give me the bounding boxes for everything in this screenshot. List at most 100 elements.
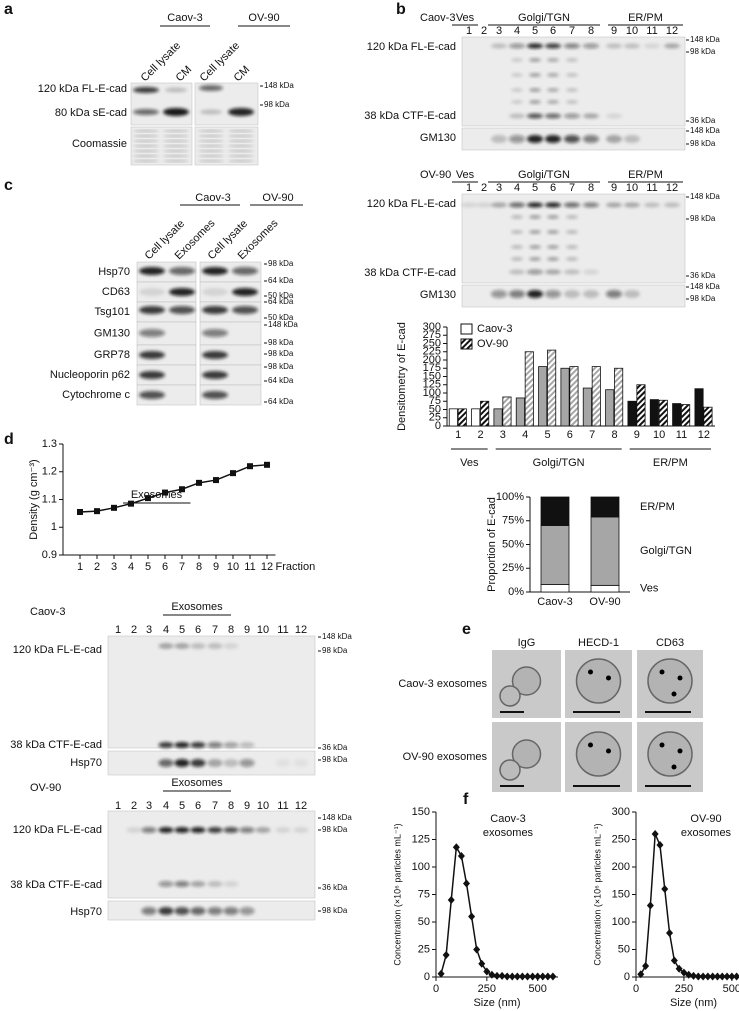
blot-band (163, 108, 189, 116)
gold-particle (606, 675, 611, 681)
data-point (518, 972, 526, 981)
blot (199, 384, 262, 406)
y-tick-label: 1.1 (42, 493, 57, 505)
lane-label: 9 (611, 182, 617, 194)
blot-band (255, 827, 271, 833)
blot-band (232, 288, 258, 296)
panel-label: e (462, 621, 471, 638)
marker-label: 148 kDa (268, 320, 298, 329)
marker-label: 148 kDa (690, 126, 720, 135)
data-point (442, 951, 450, 959)
bar-segment (590, 516, 620, 586)
blot-band (527, 290, 543, 298)
row-label: GM130 (94, 327, 130, 339)
y-tick-label: 50 (418, 916, 430, 928)
data-point (473, 945, 481, 954)
marker-label: 64 kDa (268, 276, 294, 285)
data-point (651, 830, 659, 838)
data-point (179, 486, 185, 493)
marker-label: 98 kDa (268, 362, 294, 371)
y-tick-label: 100% (496, 491, 524, 503)
row-label: Coomassie (72, 138, 127, 150)
blot-band (529, 230, 541, 234)
blot-band (566, 257, 578, 261)
blot-band (239, 827, 255, 833)
row-label: Hsp70 (70, 757, 102, 769)
blot-band (566, 100, 578, 104)
bar (614, 367, 624, 427)
cell-line: Caov-3 (30, 606, 65, 618)
lane-label: 11 (646, 182, 657, 194)
marker-label: 148 kDa (264, 81, 294, 90)
blot-band (644, 202, 660, 208)
cell-line: Caov-3 (420, 12, 455, 24)
lane-label: 10 (626, 182, 638, 194)
y-axis-title: Concentration (×10⁶ particles mL⁻¹) (392, 823, 402, 965)
blot-band (511, 88, 523, 92)
data-point (437, 969, 445, 978)
x-tick-label: 0 (433, 983, 439, 995)
data-point (709, 972, 717, 981)
data-point (213, 477, 219, 484)
lane-label: 11 (277, 800, 288, 812)
lane-label: 10 (257, 800, 269, 812)
data-point (529, 972, 537, 981)
blot-band (190, 881, 206, 887)
lane-label: 3 (146, 624, 152, 636)
marker-label: 36 kDa (690, 116, 716, 125)
marker-label: 148 kDa (322, 813, 352, 822)
y-tick-label: 0 (435, 420, 441, 432)
blot-band (163, 135, 189, 137)
row-label: Caov-3 exosomes (398, 678, 487, 690)
data-point (230, 470, 236, 477)
data-point (493, 971, 501, 980)
group-label: Exosomes (171, 777, 223, 789)
marker-label: 98 kDa (690, 139, 716, 148)
blot-band (200, 109, 222, 115)
blot-band (158, 742, 174, 748)
row-label: Hsp70 (70, 906, 102, 918)
x-tick-label: 9 (213, 561, 219, 573)
blot-band (207, 827, 223, 833)
gold-particle (671, 764, 677, 770)
blot-band (511, 215, 523, 219)
lane-label: 1 (115, 800, 121, 812)
blot-band (509, 135, 525, 143)
panel-label: d (4, 431, 14, 448)
data-point (483, 967, 491, 976)
marker-label: 98 kDa (322, 906, 348, 915)
blot-band (509, 269, 525, 275)
y-tick-label: 100 (412, 861, 430, 873)
bar-segment (540, 584, 570, 593)
marker-label: 98 kDa (322, 755, 348, 764)
data-point (524, 972, 531, 981)
blot-band (202, 288, 228, 296)
marker-label: 98 kDa (690, 47, 716, 56)
blot-band (228, 135, 254, 137)
x-tick-label: 2 (94, 561, 100, 573)
blot-band (511, 73, 523, 77)
blot-band (133, 155, 159, 157)
y-tick-label: 0 (424, 971, 430, 983)
marker-label: 98 kDa (322, 646, 348, 655)
data-point (457, 852, 465, 860)
blot-band (169, 288, 195, 296)
blot-band (158, 759, 174, 767)
bar (493, 408, 503, 427)
blot-band (511, 100, 523, 104)
bar (502, 396, 512, 427)
data-point (145, 495, 151, 502)
bar (569, 366, 579, 427)
blot-band (199, 85, 223, 91)
y-tick-label: 0% (508, 586, 524, 598)
blot (461, 193, 686, 284)
data-point (718, 972, 726, 981)
blot-band (511, 58, 523, 62)
data-point (247, 463, 253, 470)
x-tick-label: 4 (128, 561, 134, 573)
x-tick-label: 500 (528, 983, 546, 995)
blot-band (133, 130, 159, 132)
row-label: 120 kDa FL-E-cad (38, 83, 127, 95)
lane-label: 7 (569, 182, 575, 194)
marker-label: 64 kDa (268, 297, 294, 306)
